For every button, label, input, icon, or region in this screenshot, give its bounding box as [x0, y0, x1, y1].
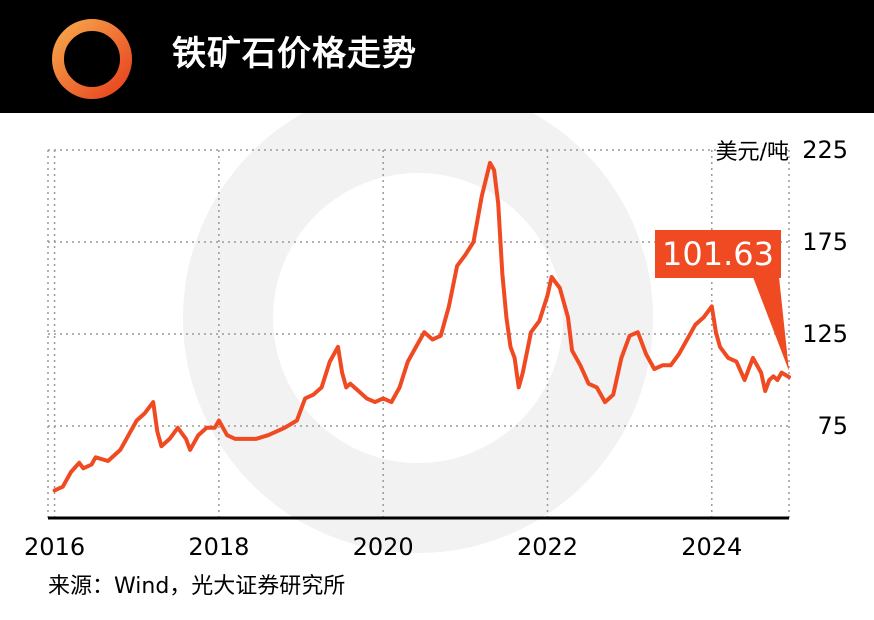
y-tick-label: 75 — [817, 412, 848, 440]
y-tick-label: 175 — [802, 228, 848, 256]
line-chart: 225 175 125 75 2016 2018 2020 2022 2024 美元/吨 10… — [24, 113, 848, 561]
y-tick-label: 225 — [802, 136, 848, 164]
header-bar: 铁矿石价格走势 — [0, 0, 874, 113]
brand-logo-icon — [52, 19, 132, 99]
x-tick-label: 2024 — [681, 533, 742, 561]
watermark-logo — [183, 113, 653, 553]
y-axis-unit-label: 美元/吨 — [716, 140, 789, 165]
page-title: 铁矿石价格走势 — [172, 34, 417, 74]
latest-value-callout: 101.63 — [655, 230, 789, 372]
latest-value-label: 101.63 — [662, 235, 774, 273]
y-tick-label: 125 — [802, 320, 848, 348]
y-axis-tick-labels: 225 175 125 75 — [802, 136, 848, 440]
callout-pointer — [753, 277, 789, 372]
callout-box — [655, 230, 781, 278]
price-line — [52, 160, 791, 493]
price-series — [52, 160, 791, 493]
x-tick-label: 2016 — [24, 533, 85, 561]
x-tick-label: 2020 — [353, 533, 414, 561]
watermark-ring — [183, 113, 653, 553]
chart-grid — [47, 149, 790, 518]
source-note: 来源：Wind，光大证券研究所 — [48, 574, 346, 599]
x-tick-label: 2022 — [517, 533, 578, 561]
x-tick-label: 2018 — [188, 533, 249, 561]
x-axis-tick-labels: 2016 2018 2020 2022 2024 — [24, 533, 742, 561]
